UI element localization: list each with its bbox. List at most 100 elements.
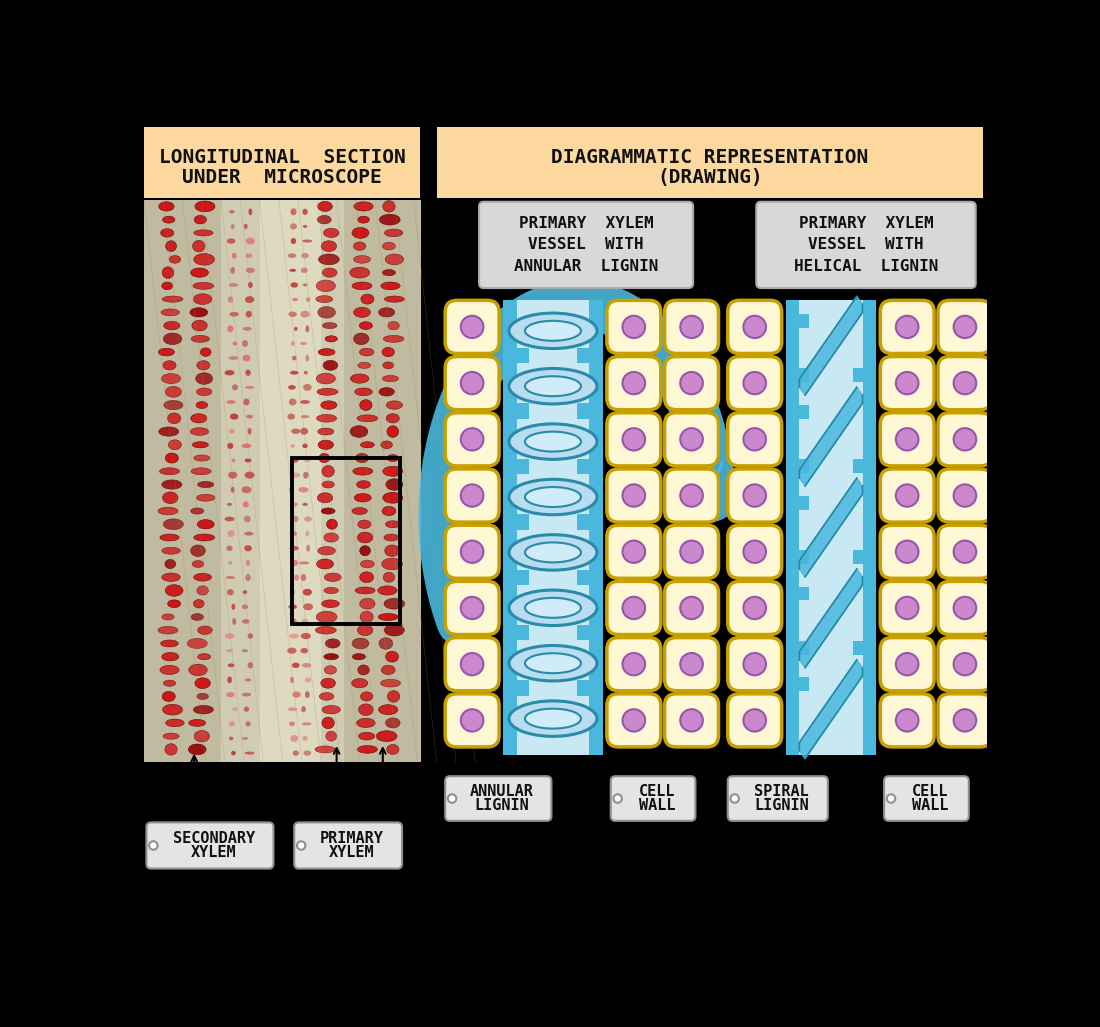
Ellipse shape [229, 736, 233, 740]
Ellipse shape [231, 487, 234, 493]
Ellipse shape [355, 587, 375, 594]
Ellipse shape [158, 626, 178, 634]
Ellipse shape [525, 320, 581, 341]
Ellipse shape [162, 614, 174, 620]
Ellipse shape [356, 718, 375, 727]
Ellipse shape [954, 597, 976, 619]
FancyBboxPatch shape [446, 300, 499, 353]
Bar [798, 550, 808, 564]
Ellipse shape [290, 502, 298, 506]
Ellipse shape [162, 296, 183, 302]
Ellipse shape [163, 492, 178, 503]
Ellipse shape [356, 481, 371, 489]
Ellipse shape [163, 705, 183, 715]
Ellipse shape [162, 573, 180, 581]
Ellipse shape [509, 480, 597, 515]
Text: XYLEM: XYLEM [191, 845, 236, 860]
Ellipse shape [322, 465, 334, 478]
Ellipse shape [388, 321, 399, 330]
Ellipse shape [305, 677, 311, 683]
Ellipse shape [242, 444, 252, 448]
Ellipse shape [301, 618, 308, 624]
Ellipse shape [160, 665, 179, 675]
Ellipse shape [224, 517, 234, 522]
Ellipse shape [248, 634, 253, 639]
Ellipse shape [300, 428, 308, 434]
Bar [260, 200, 321, 762]
Ellipse shape [245, 237, 255, 244]
Ellipse shape [194, 294, 212, 304]
Ellipse shape [358, 415, 377, 422]
Polygon shape [800, 479, 862, 577]
Ellipse shape [231, 604, 235, 610]
Ellipse shape [322, 481, 334, 488]
Ellipse shape [361, 442, 374, 448]
FancyBboxPatch shape [728, 300, 782, 353]
Ellipse shape [229, 429, 234, 433]
Ellipse shape [680, 540, 703, 563]
Ellipse shape [304, 603, 313, 610]
Bar [576, 459, 591, 474]
Ellipse shape [302, 208, 308, 215]
FancyBboxPatch shape [664, 413, 718, 466]
Ellipse shape [461, 428, 483, 451]
Ellipse shape [166, 240, 176, 252]
Ellipse shape [158, 348, 175, 356]
Ellipse shape [322, 717, 334, 729]
Ellipse shape [744, 540, 766, 563]
Ellipse shape [318, 348, 336, 355]
Ellipse shape [317, 559, 333, 569]
Ellipse shape [165, 744, 177, 755]
Ellipse shape [228, 326, 233, 333]
Bar [576, 570, 591, 585]
Ellipse shape [228, 297, 233, 303]
Bar [854, 641, 865, 655]
Ellipse shape [302, 225, 307, 228]
Ellipse shape [386, 479, 403, 490]
Ellipse shape [242, 340, 249, 347]
Ellipse shape [246, 415, 253, 419]
Ellipse shape [680, 372, 703, 394]
Ellipse shape [378, 705, 398, 715]
Ellipse shape [323, 587, 339, 594]
Bar [798, 314, 808, 328]
Ellipse shape [162, 652, 178, 661]
Ellipse shape [165, 584, 183, 597]
Bar [437, 127, 983, 198]
Ellipse shape [244, 545, 252, 551]
Ellipse shape [194, 573, 211, 581]
Ellipse shape [381, 282, 400, 290]
FancyBboxPatch shape [880, 469, 934, 522]
Ellipse shape [318, 428, 334, 435]
FancyBboxPatch shape [664, 356, 718, 410]
FancyBboxPatch shape [146, 823, 274, 869]
Ellipse shape [163, 733, 179, 739]
Ellipse shape [326, 336, 338, 342]
Ellipse shape [319, 692, 334, 700]
FancyBboxPatch shape [728, 469, 782, 522]
Text: SPIRAL: SPIRAL [755, 784, 808, 799]
Ellipse shape [288, 708, 297, 711]
Ellipse shape [245, 311, 252, 317]
Ellipse shape [680, 710, 703, 731]
Ellipse shape [194, 600, 205, 608]
FancyBboxPatch shape [664, 469, 718, 522]
Ellipse shape [224, 634, 234, 639]
Bar [798, 496, 808, 509]
Bar [292, 458, 399, 623]
Bar [785, 300, 800, 755]
Ellipse shape [195, 678, 210, 688]
Polygon shape [800, 659, 862, 759]
Ellipse shape [319, 254, 339, 265]
Bar [515, 348, 529, 364]
Bar [515, 404, 529, 419]
Ellipse shape [190, 414, 207, 423]
Ellipse shape [744, 315, 766, 338]
Ellipse shape [245, 386, 254, 389]
Ellipse shape [321, 240, 337, 252]
Ellipse shape [302, 503, 308, 506]
Ellipse shape [243, 591, 248, 594]
Ellipse shape [353, 256, 371, 263]
Ellipse shape [287, 414, 295, 420]
Ellipse shape [301, 253, 309, 259]
